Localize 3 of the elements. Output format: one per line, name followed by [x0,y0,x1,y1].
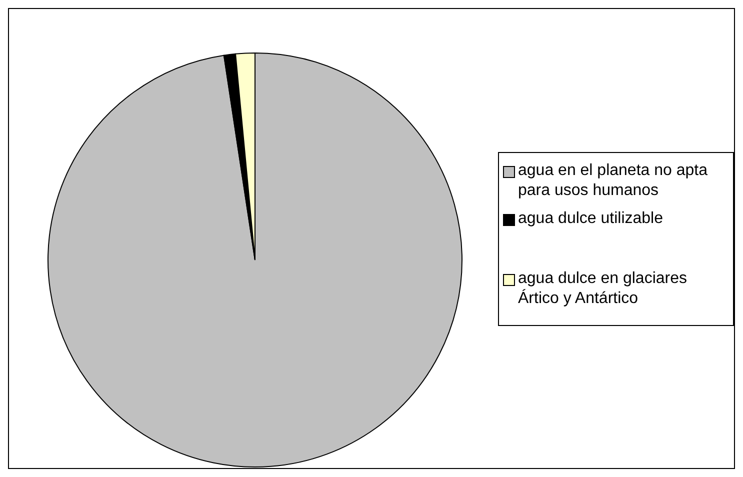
legend-label: agua dulce en glaciares Ártico y Antártico [518,268,688,308]
legend-label: agua en el planeta no apta para usos humanos [518,160,708,200]
legend-label: agua dulce utilizable [518,208,663,228]
